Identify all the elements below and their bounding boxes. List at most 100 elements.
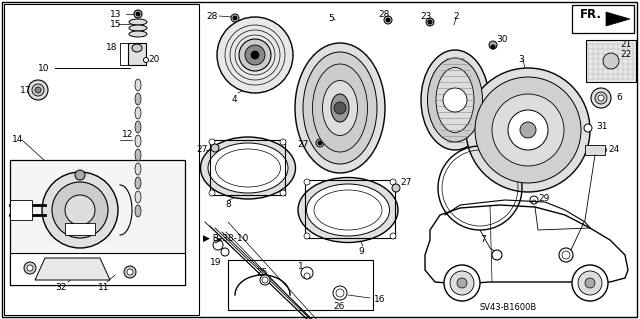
Circle shape <box>304 273 310 279</box>
Bar <box>210 140 285 195</box>
Circle shape <box>603 53 619 69</box>
Text: 20: 20 <box>148 55 159 64</box>
Text: 25: 25 <box>256 268 268 277</box>
Text: 19: 19 <box>210 258 221 267</box>
Text: 3: 3 <box>518 55 524 64</box>
Circle shape <box>233 16 237 20</box>
Circle shape <box>124 266 136 278</box>
Circle shape <box>28 80 48 100</box>
Circle shape <box>245 45 265 65</box>
Circle shape <box>492 94 564 166</box>
Circle shape <box>65 263 75 273</box>
Circle shape <box>384 16 392 24</box>
Circle shape <box>143 57 148 63</box>
Text: 6: 6 <box>616 93 621 102</box>
Circle shape <box>301 267 313 279</box>
Circle shape <box>392 184 400 192</box>
Circle shape <box>562 251 570 259</box>
Ellipse shape <box>129 25 147 31</box>
Circle shape <box>42 172 118 248</box>
Circle shape <box>559 248 573 262</box>
Text: 32: 32 <box>55 283 67 292</box>
Circle shape <box>231 14 239 22</box>
Circle shape <box>584 124 592 132</box>
Circle shape <box>475 77 581 183</box>
Circle shape <box>75 170 85 180</box>
Text: 22: 22 <box>620 50 631 59</box>
Ellipse shape <box>421 50 489 150</box>
Circle shape <box>591 88 611 108</box>
Circle shape <box>239 39 271 71</box>
Ellipse shape <box>129 31 147 37</box>
Circle shape <box>304 233 310 239</box>
Text: 18: 18 <box>106 43 118 52</box>
Bar <box>305 180 395 238</box>
Text: 23: 23 <box>420 12 431 21</box>
Ellipse shape <box>135 205 141 217</box>
Ellipse shape <box>135 191 141 203</box>
Circle shape <box>585 278 595 288</box>
Text: 16: 16 <box>374 295 385 304</box>
Ellipse shape <box>135 93 141 105</box>
Circle shape <box>304 179 310 185</box>
Text: 17: 17 <box>20 86 31 95</box>
Circle shape <box>262 277 268 283</box>
Ellipse shape <box>216 149 280 187</box>
Text: 1: 1 <box>298 262 304 271</box>
Circle shape <box>209 190 215 196</box>
Ellipse shape <box>331 94 349 122</box>
Text: 2: 2 <box>453 12 459 21</box>
Circle shape <box>390 179 396 185</box>
Ellipse shape <box>135 79 141 91</box>
Bar <box>585 145 605 155</box>
Circle shape <box>209 139 215 145</box>
Polygon shape <box>606 12 630 26</box>
Text: 29: 29 <box>538 194 549 203</box>
Circle shape <box>508 110 548 150</box>
Circle shape <box>318 141 322 145</box>
Circle shape <box>221 248 229 256</box>
Text: 13: 13 <box>110 10 122 19</box>
Text: 14: 14 <box>12 135 24 144</box>
Circle shape <box>52 182 108 238</box>
Ellipse shape <box>135 107 141 119</box>
Circle shape <box>386 18 390 22</box>
Text: 15: 15 <box>110 20 122 29</box>
Circle shape <box>428 20 432 24</box>
Circle shape <box>65 195 95 225</box>
Ellipse shape <box>135 135 141 147</box>
Circle shape <box>280 190 286 196</box>
Circle shape <box>450 271 474 295</box>
Circle shape <box>24 262 36 274</box>
Circle shape <box>520 122 536 138</box>
Circle shape <box>598 95 604 101</box>
Bar <box>10 200 32 220</box>
Circle shape <box>444 265 480 301</box>
Ellipse shape <box>129 19 147 25</box>
Circle shape <box>32 84 44 96</box>
Circle shape <box>491 45 495 49</box>
Bar <box>572 5 634 33</box>
Bar <box>65 223 95 235</box>
Circle shape <box>390 233 396 239</box>
Circle shape <box>136 12 140 16</box>
Ellipse shape <box>312 64 367 152</box>
Ellipse shape <box>135 163 141 175</box>
Text: 27: 27 <box>297 140 308 149</box>
Ellipse shape <box>298 177 398 242</box>
Ellipse shape <box>307 184 390 236</box>
Circle shape <box>336 289 344 297</box>
Text: 27: 27 <box>196 145 207 154</box>
Ellipse shape <box>303 52 377 164</box>
Bar <box>228 260 373 310</box>
Circle shape <box>260 275 270 285</box>
Circle shape <box>426 18 434 26</box>
Ellipse shape <box>135 149 141 161</box>
Text: 11: 11 <box>98 283 109 292</box>
Polygon shape <box>35 258 110 280</box>
Polygon shape <box>425 205 628 284</box>
Circle shape <box>578 271 602 295</box>
Ellipse shape <box>323 80 358 136</box>
Ellipse shape <box>295 43 385 173</box>
Text: 30: 30 <box>496 35 508 44</box>
